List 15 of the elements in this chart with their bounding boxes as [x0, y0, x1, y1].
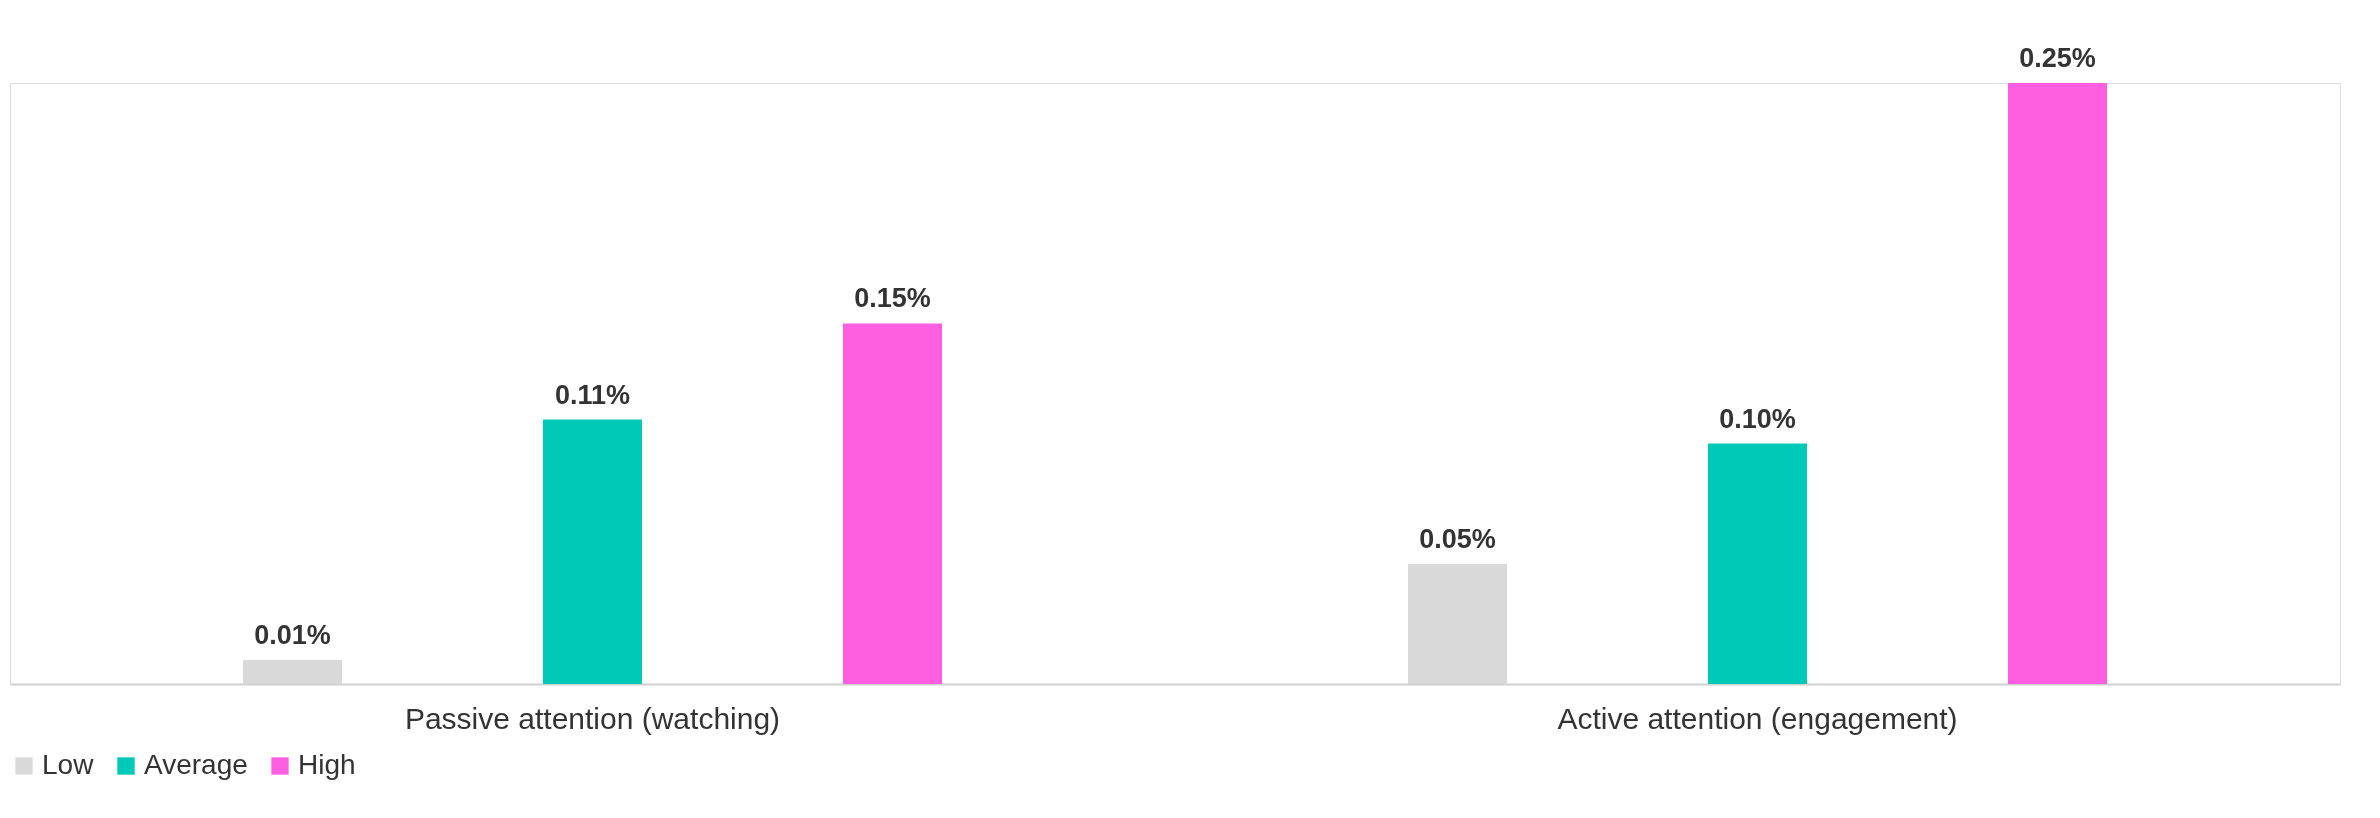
data-label: 0.15%: [854, 283, 931, 314]
x-tick-label: Active attention (engagement): [1557, 701, 1958, 735]
data-label: 0.25%: [2019, 43, 2096, 73]
x-tick-label: Passive attention (watching): [404, 701, 781, 735]
data-label: 0.01%: [254, 619, 331, 650]
data-label: 0.11%: [554, 379, 631, 410]
bar: [543, 419, 642, 684]
bar: [843, 323, 942, 684]
data-label: 0.05%: [1419, 523, 1496, 554]
legend-label: Low: [42, 749, 95, 780]
legend-label: High: [298, 749, 356, 780]
data-label: 0.10%: [1719, 403, 1796, 434]
bar: [1708, 443, 1807, 684]
bar: [2008, 83, 2107, 684]
legend-label: Average: [144, 749, 248, 780]
